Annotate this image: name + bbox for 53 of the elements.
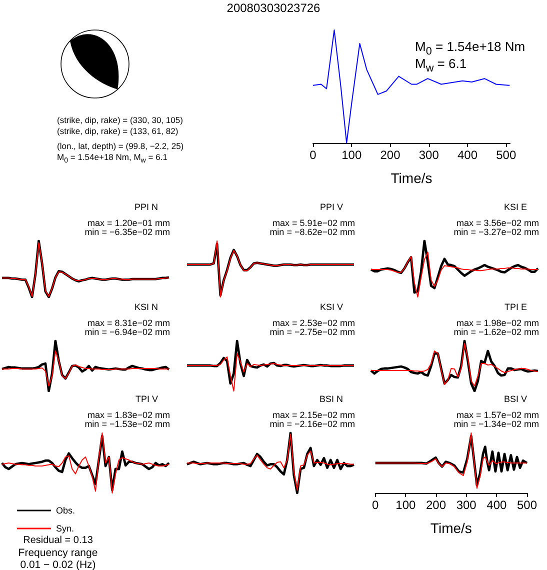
chart-title: BSI N (319, 394, 343, 404)
text: min = −1.34e−02 mm (454, 419, 539, 429)
text: min = −1.53e−02 mm (84, 419, 170, 429)
x-tick-label: 400 (457, 148, 478, 162)
text: max = 8.31e−02 mm (87, 318, 170, 328)
text: max = 1.98e−02 mm (456, 318, 539, 328)
text: (strike, dip, rake) = (133, 61, 82) (57, 126, 178, 136)
text: (strike, dip, rake) = (330, 30, 105) (57, 115, 183, 125)
chart-title: PPI V (320, 202, 343, 212)
chart-title: KSI N (134, 302, 158, 312)
x-axis-title: Time/s (430, 520, 472, 536)
x-tick-label: 400 (486, 498, 507, 512)
x-tick-label: 300 (456, 498, 477, 512)
chart-title: TPI E (504, 302, 527, 312)
x-tick-label: 300 (418, 148, 440, 162)
text: max = 2.53e−02 mm (272, 318, 355, 328)
x-tick-label: 100 (342, 148, 362, 162)
text: min = −1.62e−02 mm (454, 327, 539, 337)
x-tick-label: 200 (426, 498, 446, 512)
text: (lon., lat, depth) = (99.8, −2.2, 25) (57, 141, 184, 151)
text: max = 1.20e−01 mm (87, 218, 170, 228)
legend-label: Obs. (56, 506, 76, 516)
annotation: M$_{w}$ = 6.1 (415, 56, 467, 75)
chart-title: PPI N (134, 202, 158, 212)
x-tick-label: 200 (380, 148, 401, 162)
text: min = −2.75e−02 mm (270, 327, 355, 337)
text: max = 1.57e−02 mm (456, 410, 539, 420)
text: min = −2.16e−02 mm (270, 419, 355, 429)
text: Residual = 0.13 (22, 535, 94, 546)
annotation: M$_{0}$ = 1.54e+18 Nm (415, 39, 526, 58)
x-tick-label: 100 (396, 498, 416, 512)
text: max = 1.83e−02 mm (87, 410, 170, 420)
chart-title: BSI V (504, 394, 527, 404)
text: min = −6.94e−02 mm (84, 327, 170, 337)
text: max = 2.15e−02 mm (272, 410, 355, 420)
chart-title: KSI E (504, 202, 527, 212)
text: min = −6.35e−02 mm (84, 227, 170, 237)
text: Frequency range (17, 547, 99, 559)
x-tick-label: 0 (310, 148, 317, 162)
legend-label: Syn. (56, 524, 74, 534)
text: 0.01 − 0.02 (Hz) (19, 559, 97, 570)
x-axis-title: Time/s (390, 170, 432, 186)
text: min = −3.27e−02 mm (454, 227, 539, 237)
chart-title: TPI V (135, 394, 158, 404)
text: min = −8.62e−02 mm (270, 227, 355, 237)
x-tick-label: 0 (372, 498, 379, 512)
text: 20080303023726 (226, 1, 322, 15)
x-tick-label: 500 (516, 498, 538, 512)
x-tick-label: 500 (496, 148, 516, 162)
text: M$_{0}$ = 1.54e+18 Nm, M$_{w}$ = 6.1 (57, 152, 168, 165)
text: max = 3.56e−02 mm (456, 218, 539, 228)
text: max = 5.91e−02 mm (272, 218, 355, 228)
chart-title: KSI V (320, 302, 343, 312)
